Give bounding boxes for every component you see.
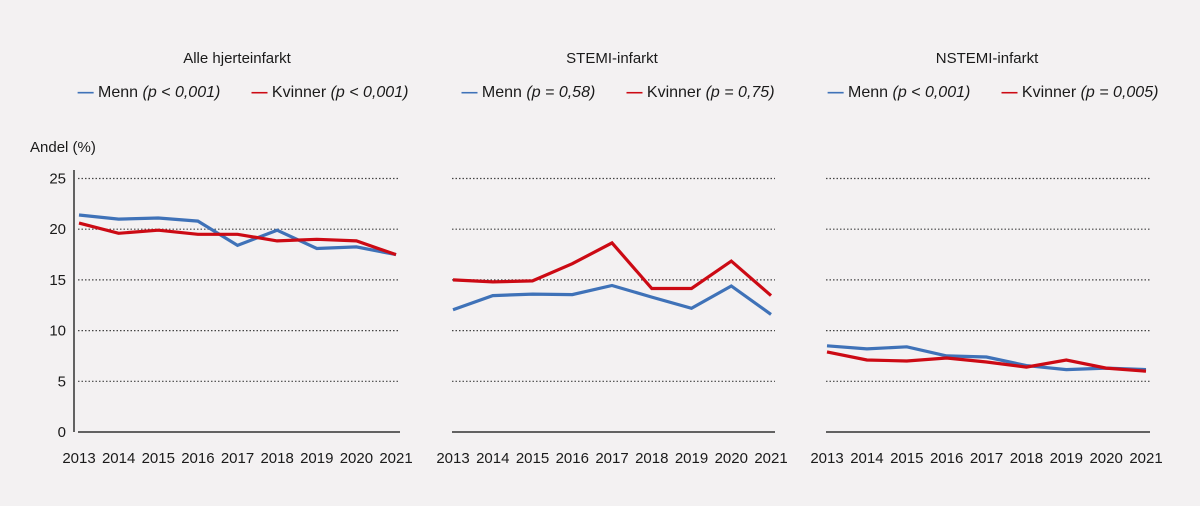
legend-text: — Menn (p = 0,58) — Kvinner (p = 0,75) bbox=[461, 84, 774, 101]
legend-p-value: (p = 0,005) bbox=[1081, 84, 1159, 101]
x-tick-label: 2020 bbox=[1089, 450, 1122, 467]
x-tick-label: 2017 bbox=[595, 450, 628, 467]
legend-series-name: Kvinner bbox=[1022, 84, 1081, 101]
y-tick-label: 5 bbox=[58, 373, 66, 390]
y-axis-label: Andel (%) bbox=[30, 139, 96, 156]
legend-series-name: Menn bbox=[98, 84, 142, 101]
panel-title: STEMI-infarkt bbox=[566, 50, 659, 67]
x-tick-label: 2018 bbox=[260, 450, 293, 467]
x-tick-label: 2013 bbox=[810, 450, 843, 467]
x-tick-label: 2021 bbox=[379, 450, 412, 467]
panel-title: Alle hjerteinfarkt bbox=[183, 50, 291, 67]
x-tick-label: 2014 bbox=[476, 450, 509, 467]
panel-title: NSTEMI-infarkt bbox=[936, 50, 1039, 67]
legend-series-name: Menn bbox=[482, 84, 526, 101]
legend-p-value: (p = 0,75) bbox=[706, 84, 775, 101]
panel-2: STEMI-infarkt — Menn (p = 0,58) — Kvinner… bbox=[436, 50, 787, 467]
panel-3: NSTEMI-infarkt — Menn (p < 0,001) — Kvinn… bbox=[810, 50, 1162, 467]
x-tick-label: 2016 bbox=[930, 450, 963, 467]
x-tick-label: 2016 bbox=[556, 450, 589, 467]
x-tick-label: 2015 bbox=[516, 450, 549, 467]
x-tick-label: 2013 bbox=[62, 450, 95, 467]
legend-p-value: (p < 0,001) bbox=[892, 84, 970, 101]
x-tick-label: 2018 bbox=[635, 450, 668, 467]
x-tick-label: 2020 bbox=[340, 450, 373, 467]
legend-swatch-kvinner: — bbox=[251, 84, 271, 101]
y-tick-label: 25 bbox=[49, 171, 66, 188]
legend-swatch-kvinner: — bbox=[626, 84, 646, 101]
legend-series-name: Menn bbox=[848, 84, 892, 101]
x-tick-label: 2015 bbox=[142, 450, 175, 467]
x-tick-label: 2015 bbox=[890, 450, 923, 467]
legend-p-value: (p < 0,001) bbox=[142, 84, 220, 101]
y-tick-label: 20 bbox=[49, 221, 66, 238]
legend-text: — Menn (p < 0,001) — Kvinner (p < 0,001) bbox=[78, 84, 409, 101]
legend: — Menn (p < 0,001) — Kvinner (p = 0,005) bbox=[828, 84, 1159, 101]
legend-series-name: Kvinner bbox=[272, 84, 331, 101]
x-tick-label: 2016 bbox=[181, 450, 214, 467]
series-line-kvinner bbox=[452, 240, 773, 297]
x-tick-label: 2017 bbox=[970, 450, 1003, 467]
x-tick-label: 2019 bbox=[675, 450, 708, 467]
x-tick-label: 2019 bbox=[300, 450, 333, 467]
x-tick-label: 2014 bbox=[102, 450, 135, 467]
x-tick-label: 2014 bbox=[850, 450, 883, 467]
legend-swatch-menn: — bbox=[461, 84, 481, 101]
x-tick-label: 2021 bbox=[1129, 450, 1162, 467]
y-tick-label: 0 bbox=[58, 424, 66, 441]
x-tick-label: 2013 bbox=[436, 450, 469, 467]
x-tick-label: 2019 bbox=[1050, 450, 1083, 467]
legend-p-value: (p < 0,001) bbox=[331, 84, 409, 101]
legend-swatch-menn: — bbox=[828, 84, 848, 101]
legend: — Menn (p < 0,001) — Kvinner (p < 0,001) bbox=[78, 84, 409, 101]
legend-swatch-menn: — bbox=[78, 84, 98, 101]
x-tick-label: 2020 bbox=[715, 450, 748, 467]
series-line-kvinner bbox=[78, 221, 397, 257]
legend-swatch-kvinner: — bbox=[1001, 84, 1021, 101]
y-tick-label: 15 bbox=[49, 272, 66, 289]
panel-1: Alle hjerteinfarkt — Menn (p < 0,001) — K… bbox=[49, 50, 412, 467]
x-tick-label: 2018 bbox=[1010, 450, 1043, 467]
legend-series-name: Kvinner bbox=[647, 84, 706, 101]
x-tick-label: 2021 bbox=[754, 450, 787, 467]
legend-p-value: (p = 0,58) bbox=[526, 84, 595, 101]
legend-text: — Menn (p < 0,001) — Kvinner (p = 0,005) bbox=[828, 84, 1159, 101]
x-tick-label: 2017 bbox=[221, 450, 254, 467]
y-tick-label: 10 bbox=[49, 323, 66, 340]
legend: — Menn (p = 0,58) — Kvinner (p = 0,75) bbox=[461, 84, 774, 101]
series-line-menn bbox=[452, 283, 772, 316]
